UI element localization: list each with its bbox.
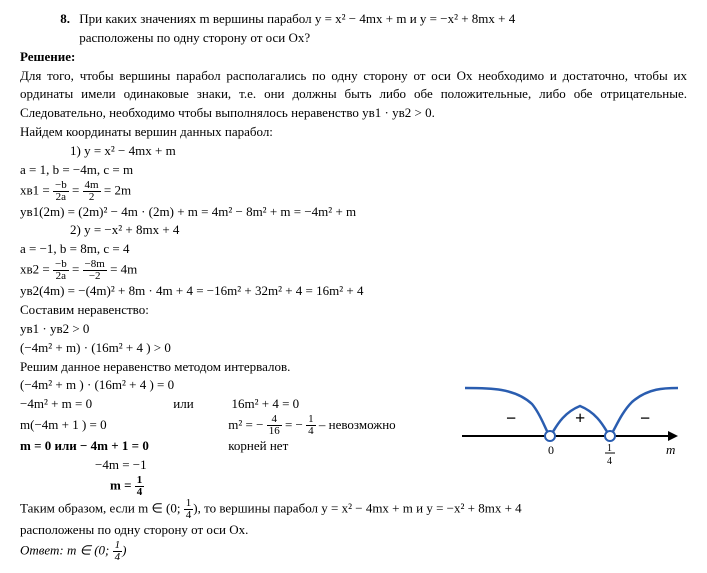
p2-xv-lhs: xв2 = xyxy=(20,262,50,277)
inequality1: yв1 · yв2 > 0 xyxy=(20,320,687,339)
parabola2-eq: 2) y = −x² + 8mx + 4 xyxy=(20,221,687,240)
answer-label: Ответ: xyxy=(20,542,64,557)
problem-line1: При каких значениях m вершины парабол y … xyxy=(79,11,515,26)
parabola2-yv: yв2(4m) = −(4m)² + 8m · 4m + 4 = −16m² +… xyxy=(20,282,687,301)
interval-solution-block: (−4m² + m ) · (16m² + 4 ) = 0 −4m² + m =… xyxy=(20,376,687,497)
inequality2: (−4m² + m) · (16m² + 4 ) > 0 xyxy=(20,339,687,358)
right-a: 16m² + 4 = 0 xyxy=(232,396,300,411)
p1-xv-frac1: −b2a xyxy=(53,180,69,203)
p2-xv-eq: = xyxy=(72,262,79,277)
right-b-lhs: m² = − xyxy=(228,417,263,432)
sign-plus: + xyxy=(575,408,585,428)
cf-n: 1 xyxy=(184,498,194,510)
problem-block: 8. При каких значениях m вершины парабол… xyxy=(20,10,687,48)
problem-line2: расположены по одну сторону от оси Ox? xyxy=(79,30,310,45)
parabola2-xv: xв2 = −b2a = −8m−2 = 4m xyxy=(20,259,687,282)
conclusion-l1b: ), то вершины парабол y = x² − 4mx + m и… xyxy=(193,500,521,515)
right-b-f2: 14 xyxy=(306,414,316,437)
right-b-f1: 416 xyxy=(267,414,282,437)
equations-column: (−4m² + m ) · (16m² + 4 ) = 0 −4m² + m =… xyxy=(20,376,450,497)
problem-number: 8. xyxy=(20,10,76,29)
left-a: −4m² + m = 0 xyxy=(20,395,170,414)
label-0: 0 xyxy=(548,443,554,457)
conclusion-l2: расположены по одну сторону от оси Ox. xyxy=(20,521,687,540)
p1-xv-eq: = xyxy=(72,182,79,197)
right-b: m² = − 416 = − 14 – невозможно xyxy=(228,417,395,432)
solution-paragraph: Для того, чтобы вершины парабол располаг… xyxy=(20,67,687,124)
left-c: m = 0 или − 4m + 1 = 0 xyxy=(20,437,225,456)
rb-f1d: 16 xyxy=(267,426,282,437)
solution-label: Решение: xyxy=(20,48,687,67)
label-quarter-d: 4 xyxy=(607,456,612,467)
cf-d: 4 xyxy=(184,510,194,521)
p1-xv-f1d: 2a xyxy=(53,192,69,203)
right-c: корней нет xyxy=(228,438,288,453)
le-d: 4 xyxy=(135,487,145,498)
answer-body-a: m ∈ (0; xyxy=(67,542,113,557)
answer-frac: 14 xyxy=(113,540,123,563)
sign-minus-2: − xyxy=(640,408,650,428)
p1-xv-frac2: 4m2 xyxy=(83,180,101,203)
answer-line: Ответ: m ∈ (0; 14) xyxy=(20,540,687,563)
left-b: m(−4m + 1 ) = 0 xyxy=(20,416,225,435)
left-e-lhs: m = xyxy=(110,477,132,492)
left-e-frac: 14 xyxy=(135,475,145,498)
le-n: 1 xyxy=(135,475,145,487)
solve-interval-line: Решим данное неравенство методом интерва… xyxy=(20,358,687,377)
right-b-tail: – невозможно xyxy=(319,417,396,432)
marker-0 xyxy=(545,431,555,441)
p2-xv-frac1: −b2a xyxy=(53,259,69,282)
p2-xv-frac2: −8m−2 xyxy=(83,259,107,282)
parabola2-abc: a = −1, b = 8m, c = 4 xyxy=(20,240,687,259)
left-d: −4m = −1 xyxy=(20,456,450,475)
axis-label-m: m xyxy=(666,442,675,457)
p2-xv-f1d: 2a xyxy=(53,271,69,282)
eq-zero: (−4m² + m ) · (16m² + 4 ) = 0 xyxy=(20,376,450,395)
p1-xv-rhs: = 2m xyxy=(104,182,131,197)
or-label: или xyxy=(173,395,228,414)
left-e: m = 14 xyxy=(20,475,450,498)
split-row-c: m = 0 или − 4m + 1 = 0 корней нет xyxy=(20,437,450,456)
compose-inequality: Составим неравенство: xyxy=(20,301,687,320)
conclusion-l1a: Таким образом, если m ∈ (0; xyxy=(20,500,184,515)
p2-xv-f2d: −2 xyxy=(83,271,107,282)
split-row-b: m(−4m + 1 ) = 0 m² = − 416 = − 14 – нево… xyxy=(20,414,450,437)
split-row-a: −4m² + m = 0 или 16m² + 4 = 0 xyxy=(20,395,450,414)
parabola1-xv: xв1 = −b2a = 4m2 = 2m xyxy=(20,180,687,203)
sign-minus-1: − xyxy=(506,408,516,428)
right-b-mid: = − xyxy=(285,417,303,432)
find-vertices-line: Найдем координаты вершин данных парабол: xyxy=(20,123,687,142)
axis-arrow xyxy=(668,431,678,441)
parabola1-abc: a = 1, b = −4m, c = m xyxy=(20,161,687,180)
p1-xv-f1n: −b xyxy=(53,180,69,192)
answer-body-b: ) xyxy=(122,542,126,557)
parabola1-yv: yв1(2m) = (2m)² − 4m · (2m) + m = 4m² − … xyxy=(20,203,687,222)
conclusion-frac: 14 xyxy=(184,498,194,521)
sign-diagram: 0 1 4 − + − m xyxy=(460,376,680,471)
marker-quarter xyxy=(605,431,615,441)
af-d: 4 xyxy=(113,552,123,563)
p2-xv-rhs: = 4m xyxy=(110,262,137,277)
conclusion: Таким образом, если m ∈ (0; 14), то верш… xyxy=(20,498,687,521)
parabola1-eq: 1) y = x² − 4mx + m xyxy=(20,142,687,161)
p1-xv-f2d: 2 xyxy=(83,192,101,203)
label-quarter-n: 1 xyxy=(607,443,612,454)
rb-f2d: 4 xyxy=(306,426,316,437)
p1-xv-lhs: xв1 = xyxy=(20,182,50,197)
number-line-svg: 0 1 4 − + − m xyxy=(460,376,680,471)
p1-xv-f2n: 4m xyxy=(83,180,101,192)
problem-text: При каких значениях m вершины парабол y … xyxy=(79,10,669,48)
